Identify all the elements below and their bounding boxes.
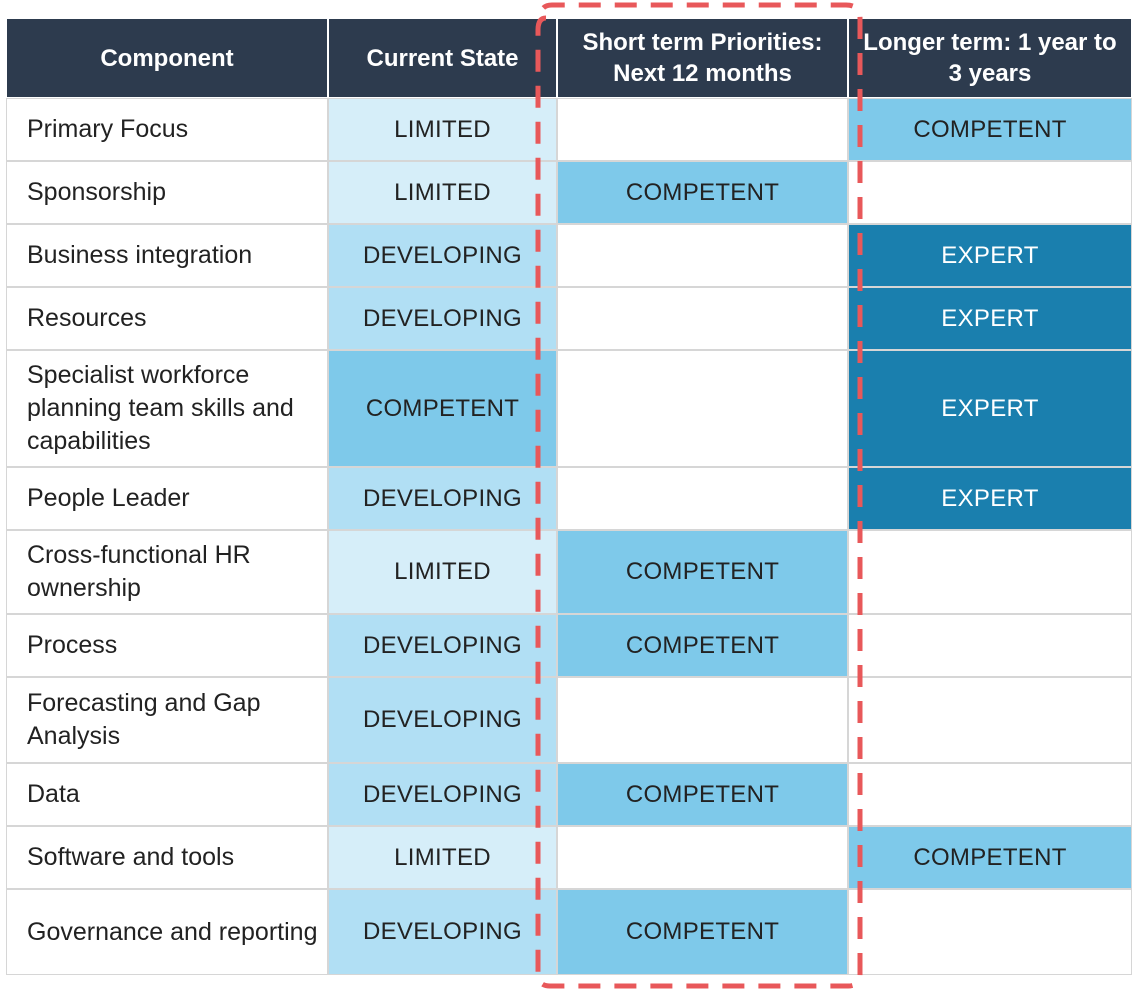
long-term-level-cell — [848, 763, 1132, 826]
long-term-level-cell: EXPERT — [848, 287, 1132, 350]
component-label: Process — [6, 614, 328, 677]
long-term-level-cell — [848, 530, 1132, 614]
short-term-level-cell: COMPETENT — [557, 614, 848, 677]
current-level-cell: LIMITED — [328, 161, 557, 224]
component-label: Forecasting and Gap Analysis — [6, 677, 328, 763]
component-label: Specialist workforce planning team skill… — [6, 350, 328, 467]
component-label: People Leader — [6, 467, 328, 530]
short-term-level-cell: COMPETENT — [557, 161, 848, 224]
long-term-level-cell: EXPERT — [848, 224, 1132, 287]
component-label: Sponsorship — [6, 161, 328, 224]
long-term-level-cell: EXPERT — [848, 350, 1132, 467]
long-term-level-cell — [848, 677, 1132, 763]
header-long-term: Longer term: 1 year to 3 years — [848, 18, 1132, 98]
current-level-cell: DEVELOPING — [328, 614, 557, 677]
long-term-level-cell: EXPERT — [848, 467, 1132, 530]
short-term-level-cell — [557, 467, 848, 530]
current-level-cell: DEVELOPING — [328, 224, 557, 287]
short-term-level-cell — [557, 224, 848, 287]
short-term-level-cell — [557, 287, 848, 350]
header-short-term: Short term Priorities: Next 12 months — [557, 18, 848, 98]
current-level-cell: LIMITED — [328, 98, 557, 161]
current-level-cell: DEVELOPING — [328, 889, 557, 975]
long-term-level-cell: COMPETENT — [848, 98, 1132, 161]
long-term-level-cell — [848, 614, 1132, 677]
component-label: Software and tools — [6, 826, 328, 889]
short-term-level-cell — [557, 98, 848, 161]
long-term-level-cell: COMPETENT — [848, 826, 1132, 889]
short-term-level-cell: COMPETENT — [557, 763, 848, 826]
short-term-level-cell — [557, 350, 848, 467]
short-term-level-cell: COMPETENT — [557, 889, 848, 975]
header-current-state: Current State — [328, 18, 557, 98]
current-level-cell: LIMITED — [328, 530, 557, 614]
header-component: Component — [6, 18, 328, 98]
current-level-cell: DEVELOPING — [328, 677, 557, 763]
current-level-cell: DEVELOPING — [328, 467, 557, 530]
current-level-cell: LIMITED — [328, 826, 557, 889]
component-label: Primary Focus — [6, 98, 328, 161]
short-term-level-cell: COMPETENT — [557, 530, 848, 614]
short-term-level-cell — [557, 677, 848, 763]
component-label: Resources — [6, 287, 328, 350]
maturity-table: Component Current State Short term Prior… — [6, 18, 1132, 980]
long-term-level-cell — [848, 161, 1132, 224]
component-label: Data — [6, 763, 328, 826]
component-label: Governance and reporting — [6, 889, 328, 975]
current-level-cell: DEVELOPING — [328, 763, 557, 826]
component-label: Cross-functional HR ownership — [6, 530, 328, 614]
short-term-level-cell — [557, 826, 848, 889]
component-label: Business integration — [6, 224, 328, 287]
current-level-cell: COMPETENT — [328, 350, 557, 467]
long-term-level-cell — [848, 889, 1132, 975]
current-level-cell: DEVELOPING — [328, 287, 557, 350]
